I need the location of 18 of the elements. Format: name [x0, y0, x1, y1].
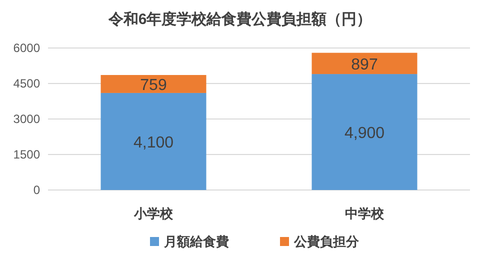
legend-label: 月額給食費 [163, 234, 229, 249]
y-tick-label: 1500 [13, 148, 40, 162]
x-tick-label: 中学校 [345, 206, 385, 221]
y-tick-label: 6000 [13, 41, 40, 55]
y-tick-label: 4500 [13, 76, 40, 90]
bar [100, 92, 206, 190]
data-label: 4,900 [344, 125, 385, 142]
chart-title: 令和6年度学校給食費公費負担額（円） [107, 10, 372, 28]
bar [312, 52, 418, 74]
data-label: 4,100 [133, 134, 174, 152]
bar [100, 75, 206, 93]
y-tick-label: 0 [33, 183, 40, 197]
bar [312, 74, 418, 190]
data-label: 897 [351, 56, 378, 74]
data-label: 759 [140, 76, 167, 94]
legend-label: 公費負担分 [293, 234, 360, 249]
x-tick-label: 小学校 [133, 206, 174, 221]
y-tick-label: 3000 [13, 112, 40, 126]
